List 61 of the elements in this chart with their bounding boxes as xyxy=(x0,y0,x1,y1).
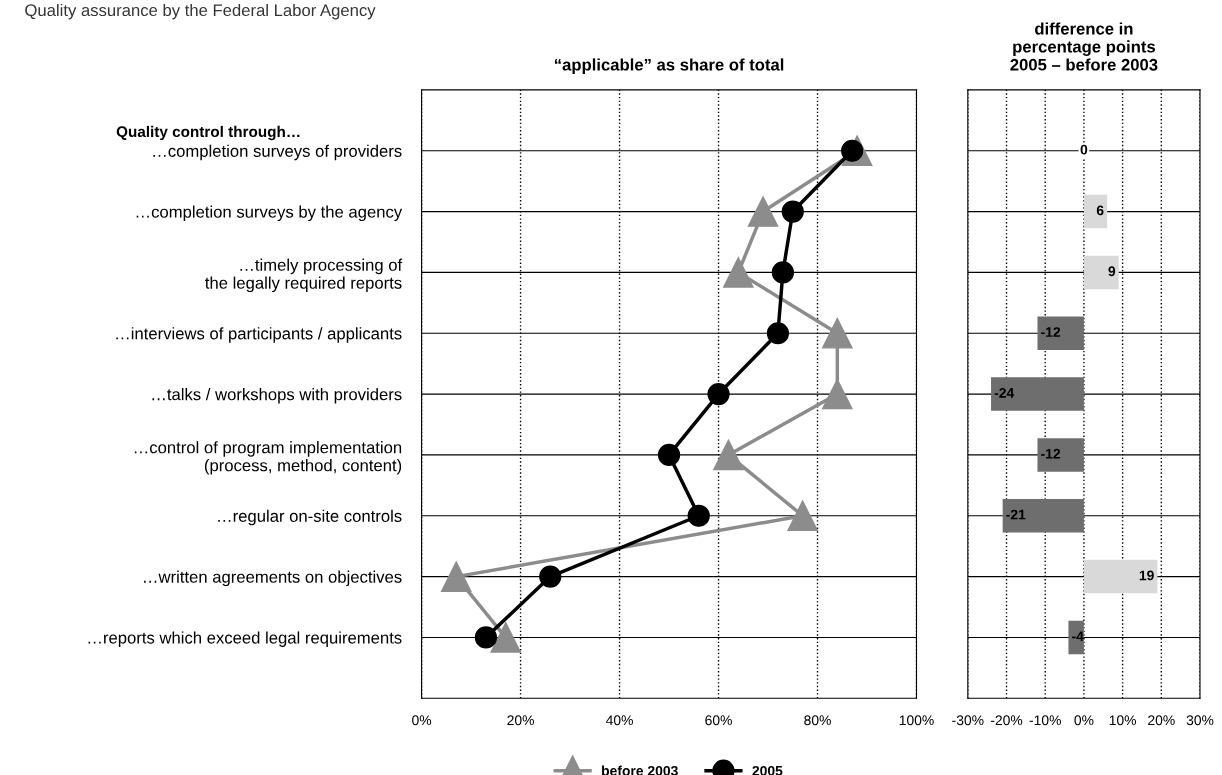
data-label: 0 xyxy=(1080,144,1088,155)
point xyxy=(822,317,853,349)
data-label: 6 xyxy=(1096,205,1104,216)
x-tick-label: 30% xyxy=(1186,715,1214,726)
point xyxy=(822,378,853,410)
y-tick-label: …completion surveys by the agency xyxy=(136,205,403,222)
y-tick-label: …reports which exceed legal requirements xyxy=(88,631,402,647)
data-label: -24 xyxy=(994,387,1015,398)
x-tick-label: -20% xyxy=(990,715,1023,726)
y-tick-label: …timely processing of the legally required reports xyxy=(205,258,403,293)
data-label: 19 xyxy=(1139,570,1154,581)
y-tick-label: …talks / workshops with providers xyxy=(152,388,402,404)
x-tick-label: -30% xyxy=(952,715,984,726)
bar xyxy=(1083,255,1119,290)
point xyxy=(771,261,794,284)
x-tick-label: 40% xyxy=(605,715,633,726)
text: Quality assurance by the Federal Labor Agency xyxy=(25,3,376,20)
bar xyxy=(991,377,1084,411)
x-tick-label: 0% xyxy=(412,715,432,726)
x-tick-label: 20% xyxy=(507,715,534,726)
bar xyxy=(1037,438,1084,472)
y-tick-label: …interviews of participants / applicants xyxy=(116,327,402,343)
legend-label: 2005 xyxy=(752,765,783,775)
x-tick-label: 80% xyxy=(804,715,831,726)
point xyxy=(713,439,744,471)
point xyxy=(490,622,522,653)
point xyxy=(539,565,562,588)
chart-title: “applicable” as share of total xyxy=(554,58,784,74)
x-tick-label: 20% xyxy=(1148,715,1175,726)
legend-label: before 2003 xyxy=(602,765,678,775)
data-label: -21 xyxy=(1006,509,1026,520)
x-tick-label: 10% xyxy=(1109,715,1137,726)
bar xyxy=(1002,499,1084,533)
chart-title: difference in percentage points 2005 – before 2003 xyxy=(1010,22,1158,71)
data-label: -12 xyxy=(1041,327,1061,337)
x-tick-label: 60% xyxy=(705,715,732,726)
data-label: -12 xyxy=(1041,448,1061,459)
data-label: -4 xyxy=(1072,631,1084,642)
point xyxy=(707,382,730,406)
x-tick-label: 0% xyxy=(1074,715,1094,726)
y-tick-label: …control of program implementation (process, method, content) xyxy=(134,441,402,475)
point xyxy=(766,322,790,345)
point xyxy=(747,196,779,227)
bar xyxy=(1068,620,1084,655)
bar xyxy=(1037,316,1084,350)
x-tick-label: 100% xyxy=(899,715,934,726)
point xyxy=(687,504,710,527)
bar xyxy=(1083,194,1108,229)
point xyxy=(723,257,754,288)
point xyxy=(787,500,818,532)
point xyxy=(440,561,472,592)
point xyxy=(781,200,804,223)
x-tick-label: -10% xyxy=(1029,715,1061,726)
data-label: 9 xyxy=(1108,266,1116,277)
y-tick-label: …completion surveys of providers xyxy=(153,144,402,161)
bar xyxy=(1083,559,1158,594)
point xyxy=(474,626,498,649)
point xyxy=(657,443,681,467)
text: Quality control through… xyxy=(116,125,300,141)
y-tick-label: …written agreements on objectives xyxy=(144,570,402,587)
y-tick-label: …regular on-site controls xyxy=(218,509,402,526)
